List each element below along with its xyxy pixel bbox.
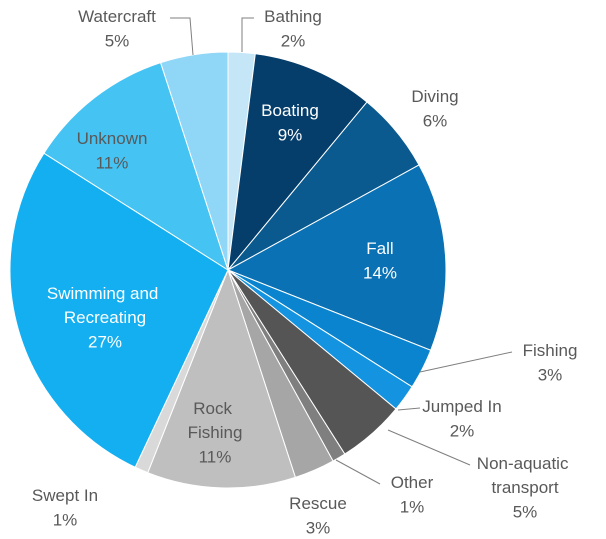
slice-label: Other — [391, 473, 434, 492]
slice-label: Swept In — [32, 486, 98, 505]
slice-label: Fishing — [523, 341, 578, 360]
slice-label: Jumped In — [422, 397, 501, 416]
leader-line — [419, 351, 513, 373]
leader-line — [170, 17, 194, 56]
slice-label: Boating — [261, 101, 319, 120]
slice-label: Unknown — [77, 129, 148, 148]
slice-label: Swimming and Recreating — [47, 284, 163, 327]
slice-value-label: 5% — [513, 502, 538, 521]
slice-label: Bathing — [264, 7, 322, 26]
slice-value-label: 1% — [53, 510, 78, 529]
pie-slice — [147, 268, 296, 489]
pie-slice — [227, 53, 368, 272]
leader-line — [397, 407, 421, 411]
pie-slice — [160, 51, 229, 271]
pie-slice — [9, 152, 229, 468]
slice-value-label: 5% — [105, 31, 130, 50]
leader-line — [387, 429, 471, 466]
pie-slice — [226, 164, 447, 351]
slice-label: Rescue — [289, 494, 347, 513]
pie-slice — [43, 62, 229, 272]
slice-value-label: 1% — [400, 497, 425, 516]
slice-label: Watercraft — [78, 7, 156, 26]
slice-value-label: 11% — [96, 153, 129, 172]
leader-line — [335, 459, 381, 485]
slice-label: Rock Fishing — [188, 399, 243, 442]
slice-value-label: 2% — [450, 421, 475, 440]
slice-value-label: 9% — [278, 125, 303, 144]
slice-label: Non-aquatic transport — [477, 454, 573, 497]
leader-line — [241, 17, 254, 52]
slice-value-label: 6% — [423, 111, 448, 130]
slice-value-label: 3% — [538, 365, 563, 384]
slice-value-label: 3% — [306, 518, 331, 537]
slice-value-label: 27% — [88, 332, 122, 351]
slice-value-label: 2% — [281, 31, 306, 50]
slice-value-label: 11% — [199, 447, 232, 466]
slice-value-label: 14% — [363, 263, 397, 282]
slice-label: Fall — [366, 239, 393, 258]
slice-label: Diving — [411, 87, 458, 106]
